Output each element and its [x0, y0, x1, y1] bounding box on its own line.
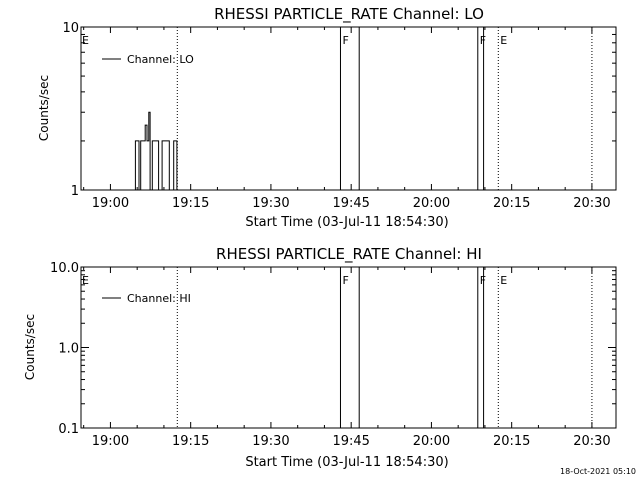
x-tick-label: 19:00 — [92, 434, 129, 449]
x-tick-label: 20:00 — [413, 434, 450, 449]
panel-hi-legend-label: Channel: HI — [127, 292, 191, 305]
x-tick-label: 19:15 — [172, 196, 209, 211]
y-tick-label: 1.0 — [58, 342, 79, 357]
x-tick-label: 19:00 — [92, 196, 129, 211]
x-tick-label: 19:45 — [332, 196, 369, 211]
x-tick-label: 20:15 — [493, 196, 530, 211]
event-marker-label: F — [480, 274, 486, 287]
event-marker-label: E — [82, 274, 89, 287]
x-tick-label: 20:30 — [573, 196, 610, 211]
panel-lo-legend-label: Channel: LO — [127, 53, 194, 66]
footer-timestamp: 18-Oct-2021 05:10 — [560, 467, 636, 476]
event-marker-label: E — [500, 34, 507, 47]
x-tick-label: 19:15 — [172, 434, 209, 449]
panel-lo-xlabel: Start Time (03-Jul-11 18:54:30) — [245, 215, 448, 230]
panel-hi-ylabel: Counts/sec — [23, 314, 37, 380]
panel-hi-title: RHESSI PARTICLE_RATE Channel: HI — [216, 245, 482, 264]
panel-lo-title: RHESSI PARTICLE_RATE Channel: LO — [214, 5, 484, 24]
panel-lo-legend: Channel: LO — [102, 53, 194, 66]
x-tick-label: 20:00 — [413, 196, 450, 211]
x-tick-label: 20:15 — [493, 434, 530, 449]
panel-lo-frame — [80, 26, 617, 191]
panel-lo-ylabel: Counts/sec — [37, 75, 51, 141]
x-tick-label: 19:30 — [252, 434, 289, 449]
event-marker-label: F — [480, 34, 486, 47]
y-tick-label: 10 — [62, 21, 79, 36]
panel-hi-ticks: 19:00 19:15 19:30 19:45 20:00 20:15 20:30 0.1 1.… — [50, 261, 616, 449]
y-tick-label: 1 — [71, 184, 79, 199]
plot-frame — [80, 26, 617, 191]
event-marker-label: E — [82, 34, 89, 47]
event-marker-label: F — [342, 274, 348, 287]
event-marker-label: E — [500, 274, 507, 287]
series-line — [134, 111, 178, 191]
x-tick-label: 19:45 — [332, 434, 369, 449]
y-tick-label: 0.1 — [58, 422, 79, 437]
panel-lo: RHESSI PARTICLE_RATE Channel: LO 19:00 19… — [37, 5, 617, 230]
panel-hi-legend: Channel: HI — [102, 292, 191, 305]
event-marker-label: F — [342, 34, 348, 47]
x-tick-label: 20:30 — [573, 434, 610, 449]
y-tick-label: 10.0 — [50, 261, 79, 276]
panel-lo-ticks: 19:00 19:15 19:30 19:45 20:00 20:15 20:30 1 10 — [62, 21, 616, 211]
panel-hi: RHESSI PARTICLE_RATE Channel: HI 19:00 19… — [23, 245, 617, 470]
panel-lo-series — [134, 111, 178, 191]
panel-hi-xlabel: Start Time (03-Jul-11 18:54:30) — [245, 455, 448, 470]
x-tick-label: 19:30 — [252, 196, 289, 211]
